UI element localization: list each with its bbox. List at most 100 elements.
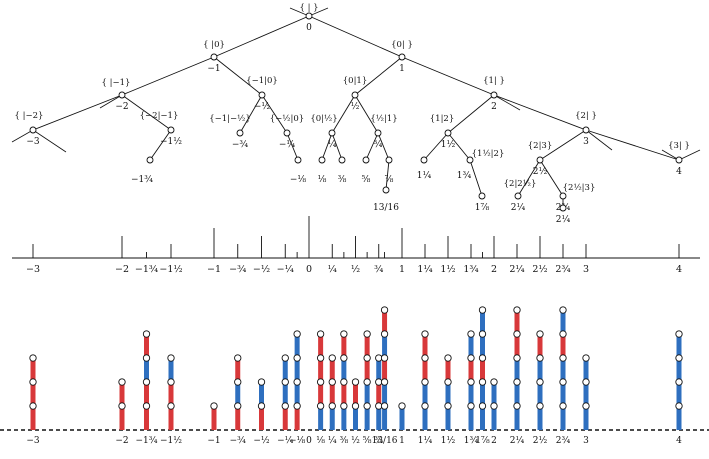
tree-edge <box>213 56 263 96</box>
stalk-node <box>351 378 360 386</box>
stalk-node <box>167 378 175 386</box>
number-line-label: 1½ <box>440 264 455 275</box>
stalk-node <box>675 330 683 338</box>
tree-edge <box>585 129 680 161</box>
stalk-label: 1¼ <box>418 435 433 446</box>
number-line-label: 0 <box>306 264 312 275</box>
tree-node-value: ⅜ <box>338 175 347 185</box>
stalk-node <box>513 306 521 314</box>
stalk-label: −2 <box>115 436 128 446</box>
tree-node <box>466 156 474 164</box>
tree-node-form: {−1|−½} <box>209 113 251 124</box>
tree-node-value: ⅞ <box>385 175 394 185</box>
tree-node <box>283 129 291 137</box>
stalk-node <box>281 402 289 410</box>
stalk-label: −1 <box>207 436 220 446</box>
tree-node <box>258 91 266 99</box>
number-line-label: 3 <box>583 264 589 275</box>
stalk-node <box>536 354 544 362</box>
tree-node-value: −½ <box>254 101 271 112</box>
tree-node <box>490 91 498 99</box>
stalk-node <box>340 354 348 362</box>
stalk-node <box>363 354 371 362</box>
stalk-node <box>380 306 389 314</box>
tree-node-value: 1½ <box>441 139 456 150</box>
stalk-label: 2¼ <box>510 435 525 446</box>
stalk-label: 3 <box>583 436 589 446</box>
tree-node <box>559 204 567 212</box>
tree-node-value: ⅝ <box>362 175 371 185</box>
tree-node-value: 2¼ <box>511 202 526 213</box>
tree-edge <box>517 159 541 197</box>
stalk-node <box>29 402 37 410</box>
tree-edge <box>401 56 495 96</box>
tree-edge <box>32 94 123 131</box>
stalk-label: ½ <box>351 435 360 446</box>
tree-node <box>362 156 370 164</box>
tree-node-form: {0|½} <box>310 113 337 124</box>
tree-edge <box>261 94 288 134</box>
stalk-node <box>559 402 567 410</box>
tree-node-form: {2| } <box>575 111 597 121</box>
stalk-node <box>363 378 371 386</box>
stalk-node <box>675 378 683 386</box>
stalk-node <box>444 354 452 362</box>
tree-node-form: {−½|0} <box>270 113 304 124</box>
stalk-node <box>340 402 348 410</box>
number-line-label: −3 <box>26 264 40 275</box>
stalk-node <box>234 378 242 386</box>
stalk-label: ¼ <box>328 435 337 446</box>
stalk-node <box>444 378 452 386</box>
number-line-label: 4 <box>676 264 682 275</box>
stalk-node <box>398 402 406 410</box>
stalk-label: −1½ <box>160 435 182 446</box>
number-line-label: 2 <box>491 264 497 275</box>
stalk-node <box>421 378 429 386</box>
stalk-node <box>444 402 452 410</box>
tree-node <box>398 53 406 61</box>
number-line-label: ¼ <box>328 264 337 275</box>
stalk-label: 13/16 <box>372 436 398 446</box>
stalk-node <box>234 354 242 362</box>
tree-continuation <box>32 129 67 153</box>
tree-node-form: {2½|3} <box>563 182 596 193</box>
tree-node <box>374 129 382 137</box>
tree-node-form: {0|1} <box>343 76 368 86</box>
stalk-node <box>478 378 487 386</box>
stalk-node <box>467 402 475 410</box>
stalk-node <box>478 330 487 338</box>
stalk-node <box>142 354 151 362</box>
stalk-node <box>234 402 242 410</box>
stalk-node <box>490 378 498 386</box>
tree-node-value: ¼ <box>328 139 337 150</box>
tree-edge <box>447 132 471 161</box>
number-line-label: ½ <box>351 264 360 275</box>
stalk-node <box>421 354 429 362</box>
tree-node <box>29 126 37 134</box>
stalk-node <box>536 330 544 338</box>
number-line-label: 2¾ <box>555 264 570 275</box>
tree-node <box>382 186 390 194</box>
tree-edge <box>286 132 299 161</box>
stalk-node <box>142 378 151 386</box>
tree-node-value: ⅛ <box>318 175 327 185</box>
stalk-node <box>559 306 567 314</box>
stalk-node <box>29 378 37 386</box>
number-line-label: ¾ <box>374 264 383 275</box>
tree-edge <box>447 94 495 134</box>
stalk-label: 4 <box>676 436 682 446</box>
tree-node-form: { |−1} <box>102 78 131 88</box>
hackenbush-stalks: −3 −2 −1¾ −1½ −1 −¾ −½ −¼−⅛ 0 ⅛ ¼ ⅜ ½ ⅝ ¾13/16 1 1¼ 1½ 1¾1… <box>0 306 709 446</box>
tree-node-value: −1 <box>207 64 220 74</box>
tree-node <box>210 53 218 61</box>
number-line-label: 2¼ <box>509 264 524 275</box>
tree-node-value: 2 <box>491 102 497 112</box>
stalk-node <box>316 402 325 410</box>
tree-node-value: 1⅞ <box>475 203 490 213</box>
stalk-label: 0 <box>306 436 312 446</box>
stalk-node <box>293 330 301 338</box>
stalk-node <box>351 402 360 410</box>
tree-node-value: 1¼ <box>417 170 432 181</box>
tree-edge <box>121 94 172 131</box>
tree-node <box>582 126 590 134</box>
